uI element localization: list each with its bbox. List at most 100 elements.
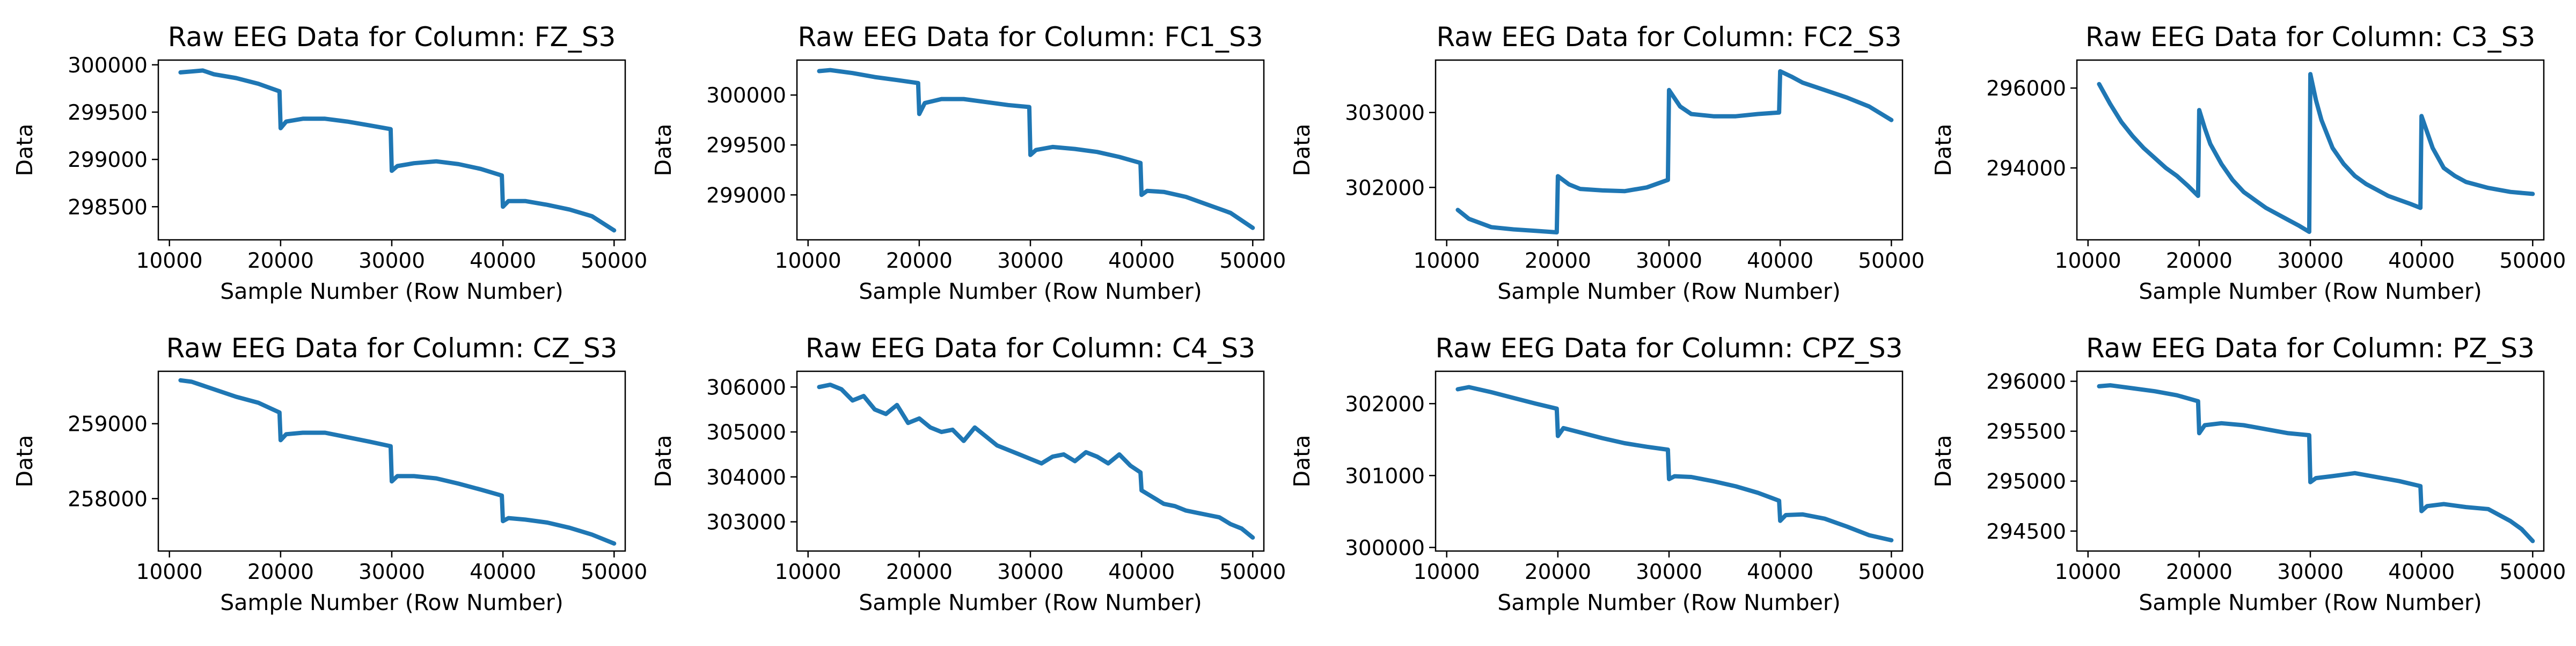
x-tick-label: 50000 [581, 560, 647, 584]
x-tick-label: 50000 [581, 249, 647, 273]
subplot-title: Raw EEG Data for Column: C4_S3 [806, 333, 1255, 364]
series-line [178, 378, 617, 546]
x-tick-label: 30000 [358, 560, 425, 584]
x-tick-label: 30000 [997, 249, 1064, 273]
y-axis-label: Data [1289, 124, 1315, 177]
subplot-title: Raw EEG Data for Column: FZ_S3 [168, 21, 616, 53]
y-tick-label: 294500 [1986, 520, 2066, 544]
x-axis-label: Sample Number (Row Number) [1497, 278, 1840, 304]
y-tick-label: 296000 [1986, 370, 2066, 394]
subplot-3: Raw EEG Data for Column: FC2_S3 10000 2000… [1289, 21, 1924, 304]
x-tick-label: 10000 [136, 249, 203, 273]
x-axis-label: Sample Number (Row Number) [859, 278, 1202, 304]
series-line [817, 68, 1255, 230]
series-line [178, 68, 617, 233]
subplot-5: Raw EEG Data for Column: CZ_S3 10000 20000… [12, 333, 647, 615]
y-axis-label: Data [1289, 435, 1315, 488]
series-line [817, 383, 1255, 540]
x-tick-label: 20000 [247, 560, 314, 584]
x-tick-label: 10000 [775, 560, 841, 584]
x-tick-label: 50000 [2499, 560, 2566, 584]
x-tick-label: 10000 [1414, 249, 1480, 273]
subplot-title: Raw EEG Data for Column: PZ_S3 [2086, 333, 2535, 364]
subplot-title: Raw EEG Data for Column: FC1_S3 [797, 21, 1263, 53]
y-tick-label: 300000 [706, 84, 786, 108]
x-tick-label: 50000 [2499, 249, 2566, 273]
subplot-1: Raw EEG Data for Column: FZ_S3 10000 20000… [12, 21, 647, 304]
x-axis-label: Sample Number (Row Number) [2139, 278, 2482, 304]
y-tick-label: 299500 [706, 134, 786, 158]
x-tick-label: 30000 [997, 560, 1064, 584]
y-tick-label: 258000 [68, 487, 148, 511]
y-axis-label: Data [1930, 124, 1956, 177]
x-axis-label: Sample Number (Row Number) [220, 590, 563, 615]
y-tick-label: 295000 [1986, 470, 2066, 494]
x-axis-label: Sample Number (Row Number) [859, 590, 1202, 615]
subplot-7: Raw EEG Data for Column: CPZ_S3 10000 2000… [1289, 333, 1924, 615]
subplot-2: Raw EEG Data for Column: FC1_S3 10000 2000… [650, 21, 1286, 304]
y-tick-label: 298500 [68, 195, 148, 219]
x-tick-label: 50000 [1219, 560, 1286, 584]
y-tick-label: 303000 [706, 511, 786, 535]
x-axis-label: Sample Number (Row Number) [2139, 590, 2482, 615]
x-axis-label: Sample Number (Row Number) [220, 278, 563, 304]
x-tick-label: 30000 [1636, 249, 1702, 273]
x-tick-label: 40000 [2388, 560, 2455, 584]
x-tick-label: 10000 [775, 249, 841, 273]
subplot-8: Raw EEG Data for Column: PZ_S3 10000 20000… [1930, 333, 2566, 615]
x-tick-label: 50000 [1858, 560, 1924, 584]
x-tick-label: 30000 [2277, 560, 2344, 584]
subplot-title: Raw EEG Data for Column: CPZ_S3 [1436, 333, 1903, 364]
x-tick-label: 40000 [470, 560, 536, 584]
x-tick-label: 10000 [2055, 560, 2121, 584]
x-tick-label: 30000 [358, 249, 425, 273]
x-tick-label: 10000 [1414, 560, 1480, 584]
subplot-6: Raw EEG Data for Column: C4_S3 10000 20000… [650, 333, 1286, 615]
x-tick-label: 10000 [2055, 249, 2121, 273]
y-tick-label: 299000 [706, 183, 786, 208]
series-line [1455, 385, 1894, 542]
y-tick-label: 305000 [706, 421, 786, 445]
subplot-4: Raw EEG Data for Column: C3_S3 10000 20000… [1930, 21, 2566, 304]
x-tick-label: 40000 [470, 249, 536, 273]
x-tick-label: 20000 [1525, 560, 1591, 584]
y-tick-label: 294000 [1986, 157, 2066, 181]
series-line [1455, 69, 1894, 234]
x-tick-label: 10000 [136, 560, 203, 584]
y-tick-label: 259000 [68, 413, 148, 437]
y-tick-label: 295500 [1986, 420, 2066, 444]
x-tick-label: 20000 [886, 560, 953, 584]
x-tick-label: 20000 [2166, 249, 2233, 273]
subplot-title: Raw EEG Data for Column: C3_S3 [2085, 21, 2535, 53]
y-tick-label: 299500 [68, 101, 148, 125]
x-tick-label: 20000 [886, 249, 953, 273]
x-axis-label: Sample Number (Row Number) [1497, 590, 1840, 615]
y-tick-label: 302000 [1345, 176, 1425, 200]
y-axis-label: Data [650, 124, 676, 177]
x-tick-label: 40000 [2388, 249, 2455, 273]
x-tick-label: 20000 [1525, 249, 1591, 273]
x-tick-label: 40000 [1747, 249, 1813, 273]
x-tick-label: 40000 [1108, 560, 1175, 584]
x-tick-label: 30000 [2277, 249, 2344, 273]
y-tick-label: 306000 [706, 376, 786, 400]
y-tick-label: 299000 [68, 148, 148, 172]
y-tick-label: 300000 [1345, 536, 1425, 560]
x-tick-label: 20000 [247, 249, 314, 273]
series-line [2097, 72, 2535, 234]
y-tick-label: 302000 [1345, 392, 1425, 416]
x-tick-label: 40000 [1108, 249, 1175, 273]
y-axis-label: Data [1930, 435, 1956, 488]
x-tick-label: 20000 [2166, 560, 2233, 584]
y-tick-label: 304000 [706, 466, 786, 490]
subplot-title: Raw EEG Data for Column: FC2_S3 [1436, 21, 1901, 53]
x-tick-label: 40000 [1747, 560, 1813, 584]
y-tick-label: 300000 [68, 54, 148, 78]
y-axis-label: Data [12, 435, 38, 488]
y-axis-label: Data [650, 435, 676, 488]
series-line [2097, 383, 2535, 544]
x-tick-label: 30000 [1636, 560, 1702, 584]
y-axis-label: Data [12, 124, 38, 177]
